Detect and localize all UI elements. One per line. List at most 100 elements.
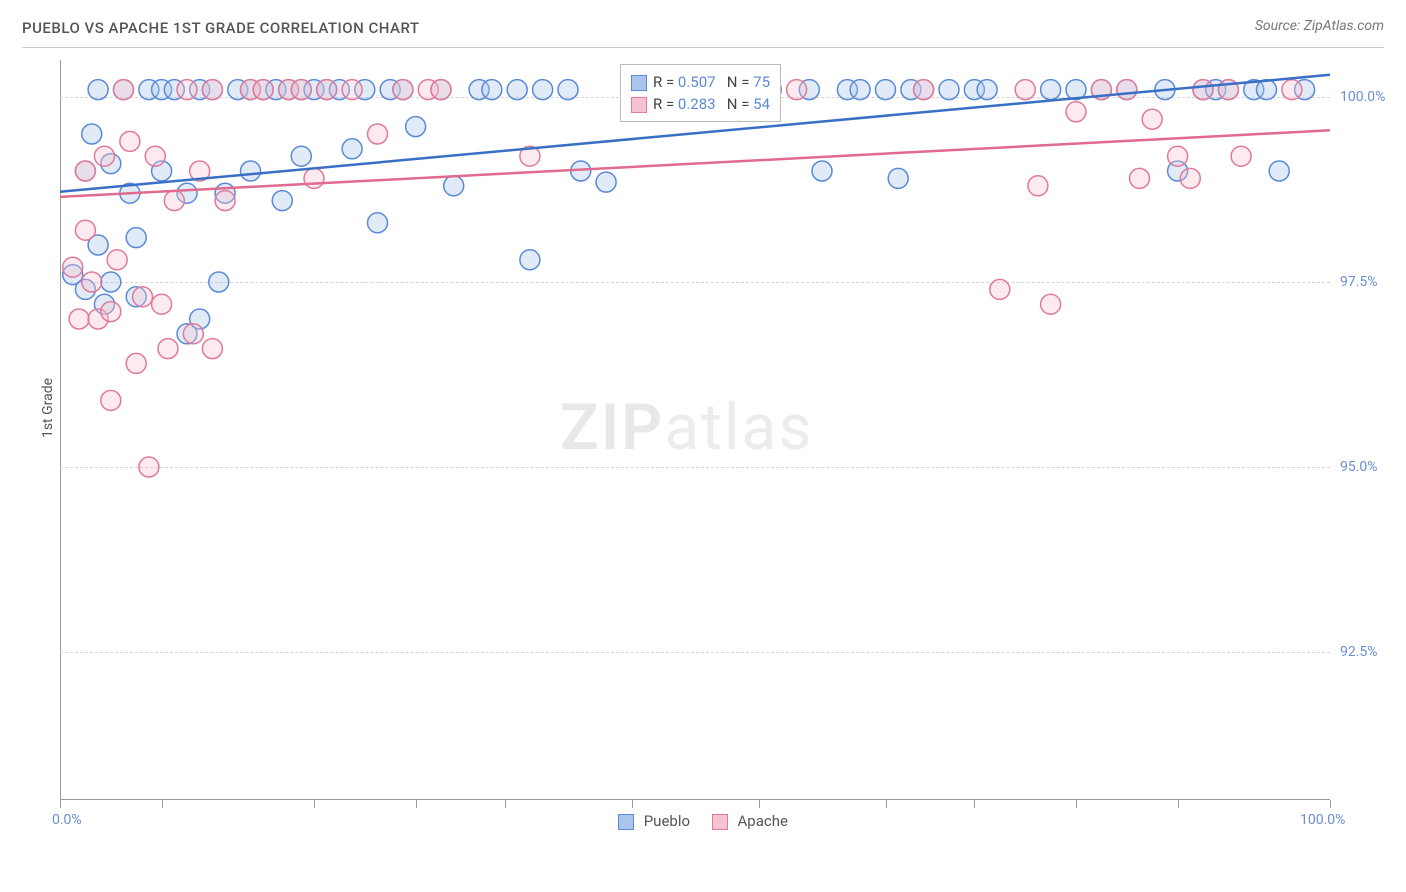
x-tick-label-left: 0.0%	[52, 812, 82, 828]
x-tick-label-right: 100.0%	[1300, 812, 1345, 828]
legend-n-value: 54	[753, 95, 770, 113]
data-point	[1142, 109, 1162, 129]
data-point	[1180, 168, 1200, 188]
x-tick	[1330, 800, 1331, 808]
data-point	[1269, 161, 1289, 181]
data-point	[101, 302, 121, 322]
x-tick	[505, 800, 506, 808]
data-point	[139, 457, 159, 477]
data-point	[431, 80, 451, 100]
legend-n-label: N =	[716, 73, 754, 91]
data-point	[75, 161, 95, 181]
data-point	[1066, 102, 1086, 122]
y-tick-label: 97.5%	[1340, 274, 1378, 290]
data-point	[63, 257, 83, 277]
data-point	[977, 80, 997, 100]
data-point	[533, 80, 553, 100]
data-point	[939, 80, 959, 100]
data-point	[158, 339, 178, 359]
legend-swatch	[712, 814, 728, 830]
data-point	[1015, 80, 1035, 100]
data-point	[69, 309, 89, 329]
scatter-plot-svg	[60, 60, 1330, 800]
data-point	[253, 80, 273, 100]
data-point	[1231, 146, 1251, 166]
legend-swatch	[618, 814, 634, 830]
data-point	[126, 353, 146, 373]
data-point	[444, 176, 464, 196]
data-point	[787, 80, 807, 100]
legend-r-value: 0.283	[678, 95, 716, 113]
data-point	[291, 146, 311, 166]
data-point	[114, 80, 134, 100]
legend-r-value: 0.507	[678, 73, 716, 91]
stats-legend: R = 0.507 N = 75R = 0.283 N = 54	[620, 64, 781, 122]
data-point	[88, 80, 108, 100]
data-point	[482, 80, 502, 100]
legend-r-label: R =	[653, 73, 678, 91]
data-point	[1168, 146, 1188, 166]
data-point	[82, 272, 102, 292]
data-point	[876, 80, 896, 100]
source-attribution: Source: ZipAtlas.com	[1255, 18, 1384, 34]
stats-legend-row: R = 0.283 N = 54	[631, 93, 770, 115]
legend-n-value: 75	[753, 73, 770, 91]
data-point	[850, 80, 870, 100]
data-point	[507, 80, 527, 100]
data-point	[94, 146, 114, 166]
data-point	[888, 168, 908, 188]
legend-r-label: R =	[653, 95, 678, 113]
data-point	[368, 213, 388, 233]
data-point	[406, 117, 426, 137]
data-point	[1117, 80, 1137, 100]
data-point	[1041, 294, 1061, 314]
data-point	[101, 272, 121, 292]
data-point	[304, 168, 324, 188]
series-legend: Pueblo Apache	[600, 812, 788, 830]
x-tick	[416, 800, 417, 808]
data-point	[145, 146, 165, 166]
data-point	[342, 139, 362, 159]
data-point	[914, 80, 934, 100]
data-point	[1282, 80, 1302, 100]
data-point	[291, 80, 311, 100]
legend-series-label: Apache	[734, 812, 788, 830]
data-point	[215, 191, 235, 211]
chart-header: PUEBLO VS APACHE 1ST GRADE CORRELATION C…	[22, 18, 1384, 48]
data-point	[82, 124, 102, 144]
data-point	[101, 390, 121, 410]
data-point	[1130, 168, 1150, 188]
data-point	[990, 279, 1010, 299]
y-tick-label: 95.0%	[1340, 459, 1378, 475]
x-tick	[162, 800, 163, 808]
data-point	[342, 80, 362, 100]
data-point	[317, 80, 337, 100]
data-point	[368, 124, 388, 144]
x-tick	[60, 800, 61, 808]
stats-legend-row: R = 0.507 N = 75	[631, 71, 770, 93]
data-point	[558, 80, 578, 100]
data-point	[202, 339, 222, 359]
legend-swatch	[631, 97, 647, 113]
y-axis-label: 1st Grade	[40, 378, 56, 438]
data-point	[107, 250, 127, 270]
data-point	[152, 294, 172, 314]
x-tick	[974, 800, 975, 808]
data-point	[596, 172, 616, 192]
x-tick	[314, 800, 315, 808]
data-point	[177, 80, 197, 100]
data-point	[1193, 80, 1213, 100]
data-point	[1028, 176, 1048, 196]
data-point	[75, 220, 95, 240]
data-point	[183, 324, 203, 344]
y-tick-label: 92.5%	[1340, 644, 1378, 660]
data-point	[164, 191, 184, 211]
legend-swatch	[631, 75, 647, 91]
data-point	[1257, 80, 1277, 100]
x-tick	[632, 800, 633, 808]
data-point	[126, 228, 146, 248]
x-tick	[1076, 800, 1077, 808]
data-point	[1041, 80, 1061, 100]
data-point	[520, 250, 540, 270]
data-point	[393, 80, 413, 100]
